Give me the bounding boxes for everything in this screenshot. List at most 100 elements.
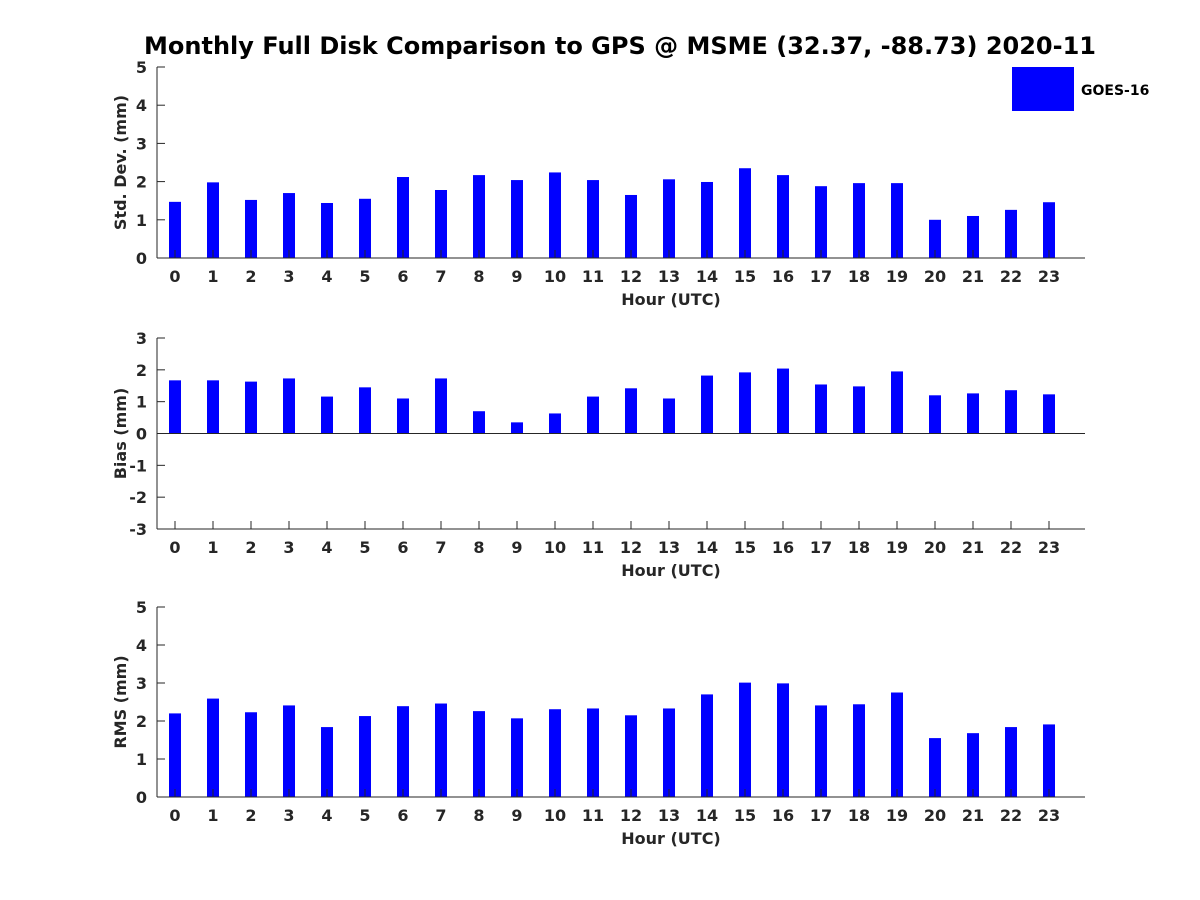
x-tick-label: 19	[886, 538, 908, 557]
x-tick-label: 4	[321, 806, 332, 825]
y-tick-label: 2	[136, 361, 147, 380]
x-tick-label: 18	[848, 538, 870, 557]
x-tick-label: 21	[962, 806, 984, 825]
bar-hour-10	[549, 172, 561, 258]
y-axis-label: Std. Dev. (mm)	[111, 95, 130, 230]
y-tick-label: 3	[136, 674, 147, 693]
y-axis-label: Bias (mm)	[111, 388, 130, 480]
x-tick-label: 20	[924, 267, 946, 286]
x-tick-label: 17	[810, 538, 832, 557]
bar-hour-19	[891, 692, 903, 797]
x-tick-label: 19	[886, 806, 908, 825]
bar-hour-6	[397, 398, 409, 434]
x-tick-label: 20	[924, 538, 946, 557]
bar-hour-8	[473, 411, 485, 434]
y-tick-label: -1	[129, 456, 147, 475]
x-tick-label: 12	[620, 806, 642, 825]
x-tick-label: 10	[544, 538, 566, 557]
y-tick-label: 3	[136, 134, 147, 153]
x-tick-label: 2	[245, 267, 256, 286]
bar-hour-9	[511, 422, 523, 434]
bar-hour-5	[359, 387, 371, 434]
x-tick-label: 14	[696, 538, 718, 557]
y-tick-label: 0	[136, 788, 147, 807]
bar-hour-14	[701, 375, 713, 434]
bar-hour-10	[549, 709, 561, 797]
bar-hour-3	[283, 193, 295, 258]
x-tick-label: 21	[962, 267, 984, 286]
chart-title: Monthly Full Disk Comparison to GPS @ MS…	[144, 32, 1096, 60]
x-tick-label: 20	[924, 806, 946, 825]
y-tick-label: 2	[136, 712, 147, 731]
bar-hour-8	[473, 711, 485, 797]
bar-hour-23	[1043, 724, 1055, 797]
bar-hour-15	[739, 168, 751, 258]
bar-hour-1	[207, 698, 219, 797]
bar-hour-13	[663, 398, 675, 434]
x-tick-label: 0	[169, 806, 180, 825]
bar-hour-1	[207, 182, 219, 258]
bar-hour-7	[435, 190, 447, 258]
bar-hour-7	[435, 703, 447, 797]
x-tick-label: 8	[473, 267, 484, 286]
x-tick-label: 3	[283, 267, 294, 286]
x-tick-label: 8	[473, 538, 484, 557]
x-tick-label: 3	[283, 538, 294, 557]
bar-hour-20	[929, 395, 941, 434]
x-tick-label: 10	[544, 806, 566, 825]
bar-hour-17	[815, 186, 827, 258]
y-tick-label: 4	[136, 636, 147, 655]
x-tick-label: 16	[772, 806, 794, 825]
x-tick-label: 7	[435, 806, 446, 825]
bar-hour-12	[625, 194, 637, 258]
x-tick-label: 9	[511, 538, 522, 557]
bar-hour-18	[853, 704, 865, 797]
x-tick-label: 5	[359, 267, 370, 286]
bar-hour-0	[169, 380, 181, 434]
x-tick-label: 11	[582, 806, 604, 825]
x-tick-label: 2	[245, 538, 256, 557]
bar-hour-3	[283, 705, 295, 797]
x-tick-label: 13	[658, 538, 680, 557]
x-tick-label: 6	[397, 806, 408, 825]
x-tick-label: 15	[734, 538, 756, 557]
bar-hour-9	[511, 718, 523, 797]
legend: GOES-16	[1012, 67, 1149, 111]
bar-hour-17	[815, 705, 827, 797]
x-tick-label: 0	[169, 267, 180, 286]
bar-hour-4	[321, 727, 333, 797]
y-tick-label: 2	[136, 173, 147, 192]
bar-hour-0	[169, 201, 181, 258]
x-tick-label: 12	[620, 267, 642, 286]
x-tick-label: 11	[582, 267, 604, 286]
bar-hour-22	[1005, 209, 1017, 258]
x-tick-label: 23	[1038, 267, 1060, 286]
x-tick-label: 14	[696, 267, 718, 286]
x-tick-label: 4	[321, 267, 332, 286]
x-tick-label: 15	[734, 806, 756, 825]
bar-hour-21	[967, 215, 979, 258]
bar-hour-5	[359, 716, 371, 797]
bar-hour-16	[777, 368, 789, 434]
bar-hour-6	[397, 706, 409, 797]
bar-hour-2	[245, 199, 257, 258]
x-tick-label: 16	[772, 538, 794, 557]
x-tick-label: 3	[283, 806, 294, 825]
x-tick-label: 0	[169, 538, 180, 557]
x-tick-label: 2	[245, 806, 256, 825]
x-tick-label: 18	[848, 267, 870, 286]
x-tick-label: 6	[397, 538, 408, 557]
bar-hour-22	[1005, 390, 1017, 434]
bar-hour-11	[587, 180, 599, 258]
bar-hour-18	[853, 386, 865, 434]
bar-hour-14	[701, 181, 713, 258]
bar-hour-13	[663, 179, 675, 258]
bar-hour-12	[625, 388, 637, 434]
x-tick-label: 13	[658, 267, 680, 286]
y-tick-label: 3	[136, 329, 147, 348]
